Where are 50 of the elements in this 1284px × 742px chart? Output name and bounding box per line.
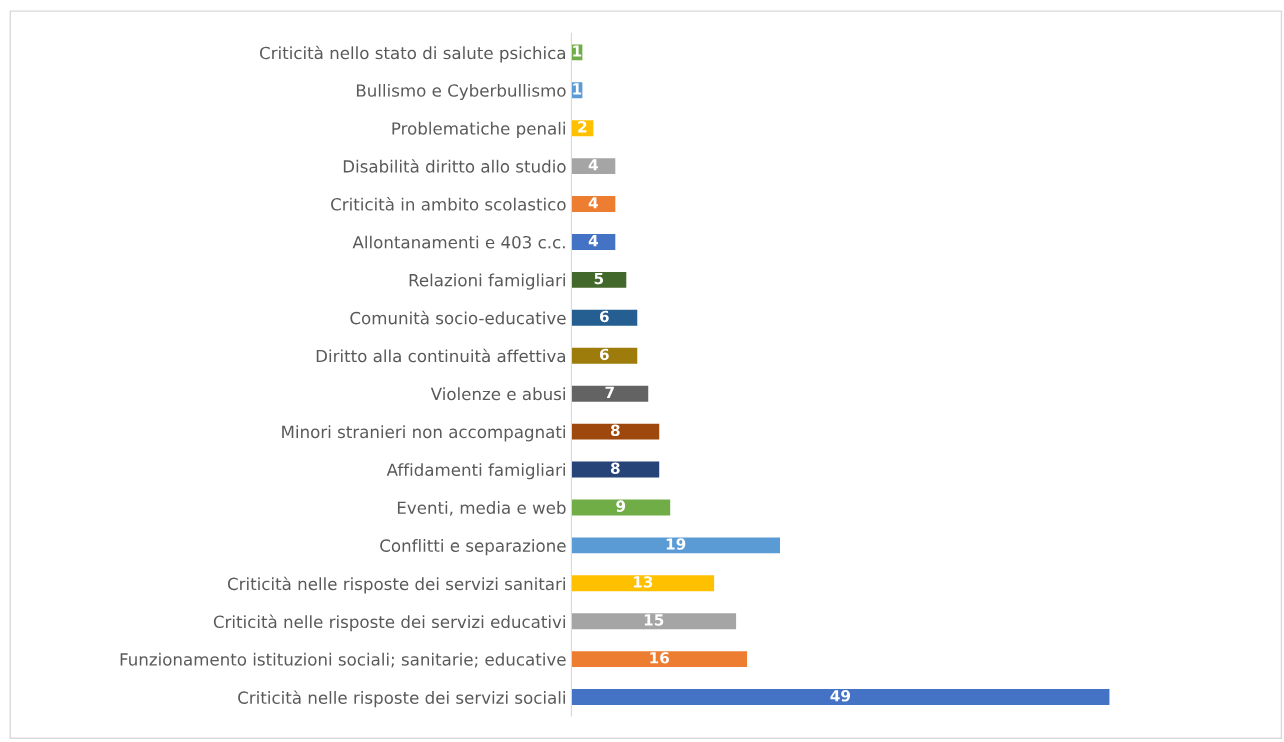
data-label: 15 [644,614,664,626]
bar [571,575,715,592]
bar [571,537,781,554]
y-tick-label: Eventi, media e web [397,501,566,516]
data-label: 5 [594,272,604,285]
data-label: 1 [573,83,582,95]
data-label: 9 [616,500,626,512]
bar [571,234,616,250]
y-tick-label: Problematiche penali [392,121,565,138]
data-label: 49 [830,689,851,702]
data-label: 2 [578,121,587,133]
data-label: 8 [610,462,620,474]
y-tick-label: Criticità in ambito scolastico [331,197,566,211]
y-tick-label: Criticità nelle risposte dei servizi sociali [238,690,565,708]
y-tick-label: Criticità nelle risposte dei servizi sanitari [227,576,565,594]
bar [571,271,627,288]
y-tick-label: Violenze e abusi [430,387,565,401]
y-tick-label: Disabilità diritto allo studio [343,159,566,173]
bar [571,689,1110,706]
bar [571,651,748,668]
bar [571,347,638,364]
data-label: 19 [666,538,686,550]
data-label: 6 [599,310,609,323]
bar [571,423,660,440]
y-tick-label: Comunità socio-educative [350,310,566,325]
bar [571,499,671,516]
y-tick-label: Bullismo e Cyberbullismo [356,83,566,101]
data-label: 4 [588,235,598,247]
bar [571,158,616,175]
y-tick-label: Conflitti e separazione [380,539,566,556]
data-label: 16 [650,652,670,664]
y-tick-label: Criticità nello stato di salute psichica [259,45,566,63]
data-label: 4 [588,159,598,171]
data-label: 6 [599,348,609,361]
y-tick-label: Minori stranieri non accompagnati [282,425,565,442]
data-label: 1 [573,45,582,57]
y-tick-label: Allontanamenti e 403 c.c. [352,235,565,249]
bar [571,196,616,213]
bar [571,613,737,630]
y-tick-label: Diritto alla continuità affettiva [316,348,566,363]
data-label: 8 [610,424,620,437]
data-label: 7 [605,386,614,398]
y-tick-label: Affidamenti famigliari [386,463,565,480]
data-label: 13 [633,576,653,588]
bar [571,309,638,326]
y-tick-label: Funzionamento istituzioni sociali; sanitarie; educative [120,652,566,668]
data-label: 4 [588,197,598,209]
y-tick-label: Criticità nelle risposte dei servizi educativi [213,614,565,632]
y-tick-label: Relazioni famigliari [409,273,565,290]
bar [571,385,649,402]
